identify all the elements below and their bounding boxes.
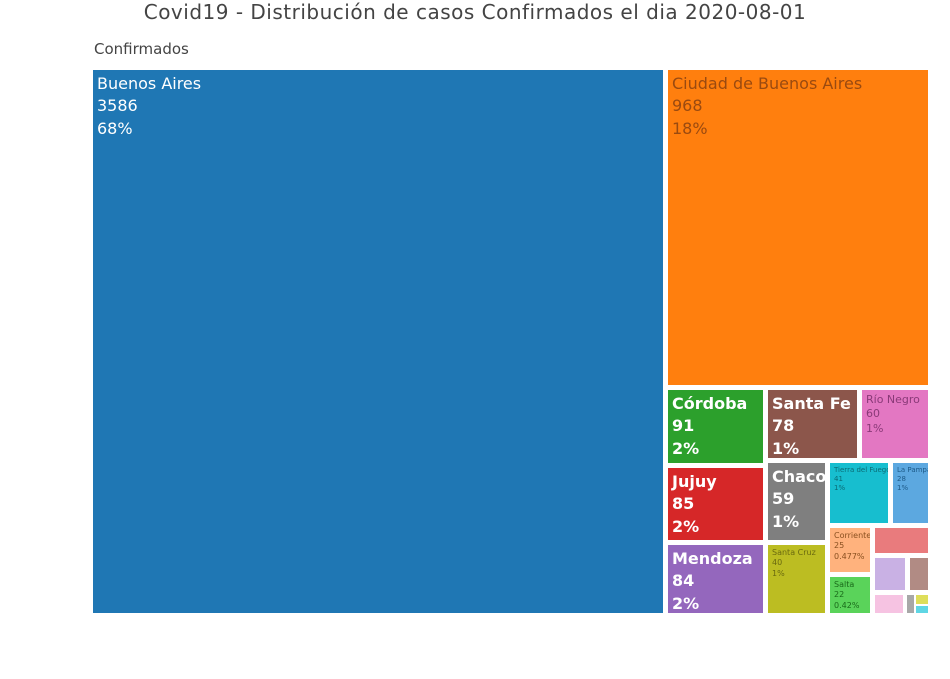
- tile-percent: 0.42%: [834, 600, 860, 610]
- treemap-tile[interactable]: Santa Cruz 40 1%: [768, 545, 825, 613]
- treemap-tile[interactable]: Corrientes250.477%: [830, 528, 870, 572]
- tile-percent: 1%: [897, 484, 909, 493]
- tile-percent: 1%: [834, 484, 846, 493]
- treemap-tile[interactable]: [910, 558, 928, 590]
- tile-label: Santa Cruz: [772, 548, 816, 557]
- tile-label: Corrientes: [834, 531, 870, 540]
- tile-percent: 1%: [772, 568, 785, 578]
- tile-label: Tierra del Fuego: [834, 466, 888, 474]
- tile-label: Mendoza: [672, 549, 753, 568]
- tile-label: Santa Fe: [772, 394, 851, 413]
- tile-label: Chaco: [772, 467, 825, 486]
- tile-label: Tierra del Fuego 41 1%: [834, 466, 888, 493]
- tile-label: Salta: [834, 580, 855, 589]
- tile-value: 60: [866, 407, 880, 421]
- treemap-tile[interactable]: [875, 595, 903, 613]
- treemap-tile[interactable]: Córdoba 91 2%: [668, 390, 763, 463]
- tile-percent: 18%: [672, 118, 708, 138]
- tile-percent: 2%: [672, 438, 700, 458]
- tile-value: 3586: [97, 96, 138, 116]
- tile-label: Salta 22 0.42%: [834, 580, 859, 611]
- treemap-tile[interactable]: Salta 22 0.42%: [830, 577, 870, 613]
- tile-label: Buenos Aires: [97, 74, 202, 93]
- treemap-tile[interactable]: [907, 595, 914, 613]
- treemap-tile[interactable]: Tierra del Fuego 41 1%: [830, 463, 888, 523]
- treemap-tile[interactable]: [875, 528, 928, 553]
- tile-label: Córdoba 91 2%: [672, 393, 747, 460]
- treemap-tile[interactable]: [916, 606, 928, 613]
- tile-percent: 2%: [672, 593, 700, 613]
- tile-percent: 1%: [866, 421, 884, 435]
- treemap-tile[interactable]: Ciudad de Buenos Aires 968 18%: [668, 70, 928, 385]
- treemap-tile[interactable]: [916, 595, 928, 604]
- tile-label: Santa Fe 78 1%: [772, 393, 851, 458]
- tile-value: 85: [672, 494, 695, 514]
- treemap-tile[interactable]: Jujuy 85 2%: [668, 468, 763, 540]
- tile-value: 41: [834, 475, 843, 484]
- tile-percent: 1%: [772, 438, 800, 458]
- tile-value: 25: [834, 541, 845, 551]
- tile-label: Ciudad de Buenos Aires 968 18%: [672, 73, 862, 140]
- tile-label: Corrientes250.477%: [834, 531, 870, 562]
- tile-label: Santa Cruz 40 1%: [772, 548, 816, 579]
- tile-value: 91: [672, 416, 695, 436]
- treemap-tile[interactable]: La Pampa 28 1%: [893, 463, 928, 523]
- treemap-tile[interactable]: Buenos Aires 3586 68%: [93, 70, 663, 613]
- treemap-tile[interactable]: Santa Fe 78 1%: [768, 390, 857, 458]
- tile-label: Jujuy 85 2%: [672, 471, 717, 538]
- tile-percent: 1%: [772, 511, 800, 531]
- tile-value: 968: [672, 96, 703, 116]
- chart-title: Covid19 - Distribución de casos Confirma…: [143, 0, 807, 24]
- tile-value: 78: [772, 416, 795, 436]
- tile-percent: 68%: [97, 118, 133, 138]
- tile-label: Ciudad de Buenos Aires: [672, 74, 863, 93]
- tile-value: 84: [672, 571, 695, 591]
- tile-label: La Pampa 28 1%: [897, 466, 928, 493]
- tile-value: 40: [772, 558, 783, 568]
- tile-value: 28: [897, 475, 906, 484]
- treemap-root-label: Confirmados: [94, 40, 189, 58]
- tile-percent: 0.477%: [834, 551, 865, 561]
- treemap-tile[interactable]: Mendoza 84 2%: [668, 545, 763, 613]
- tile-percent: 2%: [672, 516, 700, 536]
- treemap-tile[interactable]: [875, 558, 905, 590]
- tile-label: Jujuy: [672, 472, 717, 491]
- tile-label: Mendoza 84 2%: [672, 548, 753, 613]
- treemap-tile[interactable]: Río Negro 60 1%: [862, 390, 928, 458]
- treemap-tile[interactable]: Chaco 59 1%: [768, 463, 825, 540]
- tile-label: Chaco 59 1%: [772, 466, 825, 533]
- tile-label: La Pampa: [897, 466, 928, 474]
- tile-label: Río Negro: [866, 393, 920, 406]
- tile-label: Buenos Aires 3586 68%: [97, 73, 201, 140]
- tile-value: 59: [772, 489, 795, 509]
- tile-value: 22: [834, 590, 845, 600]
- tile-label: Córdoba: [672, 394, 748, 413]
- tile-label: Río Negro 60 1%: [866, 393, 920, 436]
